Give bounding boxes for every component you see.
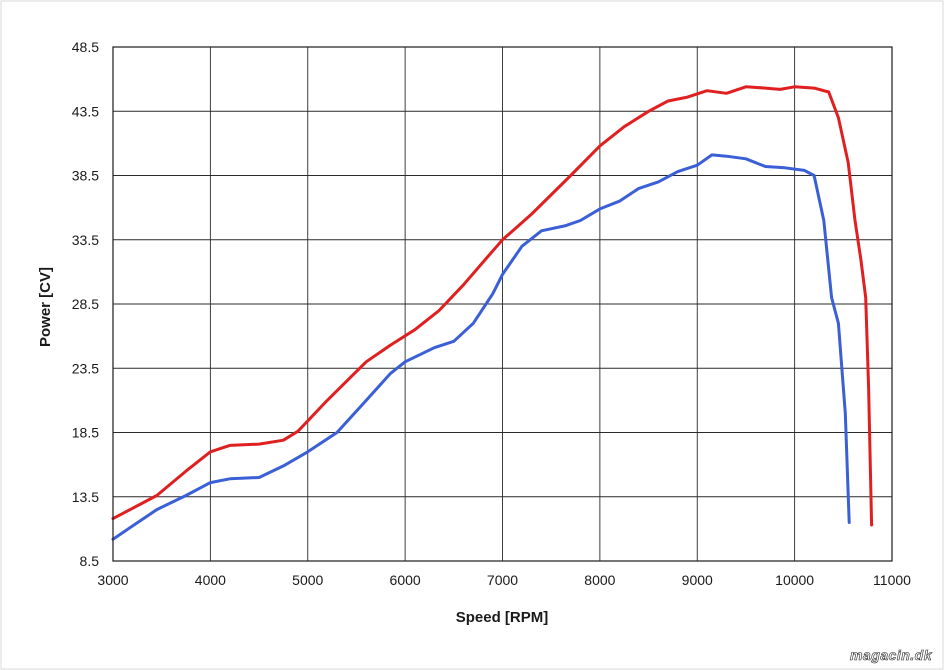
x-tick-label: 9000 <box>682 572 713 588</box>
x-tick-labels: 3000 4000 5000 6000 7000 8000 9000 10000 11000 <box>97 572 911 588</box>
plot-border <box>112 46 893 562</box>
series-line-1 <box>111 85 874 527</box>
y-tick-label: 8.5 <box>80 553 100 569</box>
x-tick-label: 8000 <box>584 572 615 588</box>
y-tick-labels: 8.5 13.5 18.5 23.5 28.5 33.5 38.5 43.5 48.5 <box>72 39 99 569</box>
y-tick-label: 43.5 <box>72 103 99 119</box>
plot-area <box>111 46 893 562</box>
x-tick-label: 3000 <box>97 572 128 588</box>
x-tick-label: 11000 <box>873 572 911 588</box>
x-tick-label: 7000 <box>487 572 518 588</box>
y-tick-label: 28.5 <box>72 296 99 312</box>
y-tick-label: 23.5 <box>72 360 99 376</box>
series-line-2 <box>111 153 851 541</box>
x-tick-label: 4000 <box>195 572 226 588</box>
x-tick-label: 10000 <box>775 572 814 588</box>
watermark: magacin.dk <box>850 647 933 663</box>
x-axis-title: Speed [RPM] <box>456 609 549 626</box>
x-tick-label: 5000 <box>292 572 323 588</box>
y-tick-label: 13.5 <box>72 489 99 505</box>
x-tick-label: 6000 <box>390 572 421 588</box>
series-layer <box>111 85 874 541</box>
y-axis-title: Power [CV] <box>37 267 54 347</box>
y-tick-label: 18.5 <box>72 425 99 441</box>
y-tick-label: 38.5 <box>72 168 99 184</box>
y-tick-label: 48.5 <box>72 39 99 55</box>
y-tick-label: 33.5 <box>72 232 99 248</box>
